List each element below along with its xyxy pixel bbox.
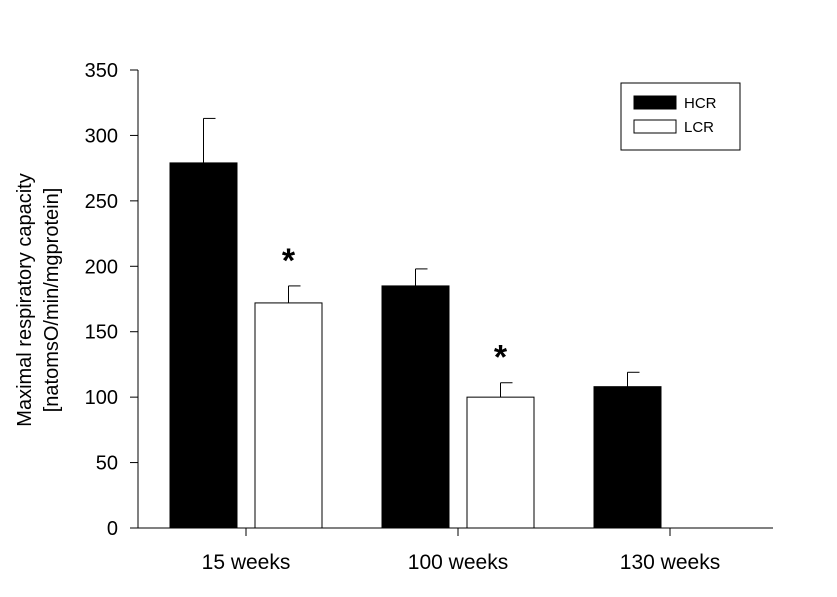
- y-tick-label: 250: [85, 191, 118, 213]
- legend-label-lcr: LCR: [684, 119, 714, 136]
- y-tick-label: 350: [85, 60, 118, 82]
- bar-lcr: [466, 396, 535, 529]
- bar-hcr: [169, 162, 238, 529]
- significance-marker: *: [282, 242, 296, 280]
- legend-swatch-lcr: [633, 119, 677, 134]
- legend-swatch-hcr: [633, 95, 677, 110]
- x-tick-label: 100 weeks: [408, 551, 508, 574]
- y-tick-label: 200: [85, 256, 118, 278]
- y-tick-label: 150: [85, 322, 118, 344]
- bar-lcr: [254, 302, 323, 529]
- plot-area: 0 50 100 150 200 250 300 350 15 weeks 100 weeks 13…: [85, 60, 773, 574]
- significance-marker: *: [494, 339, 508, 377]
- y-tick-label: 300: [85, 125, 118, 147]
- legend: HCR LCR: [620, 82, 741, 151]
- y-axis-title-line-1: Maximal respiratory capacity: [14, 173, 36, 426]
- legend-box: [620, 82, 741, 151]
- x-tick-label: 15 weeks: [202, 551, 291, 574]
- y-axis-title-line-2: [natomsO/min/mgprotein]: [41, 188, 63, 413]
- y-tick-label: 100: [85, 387, 118, 409]
- bar-hcr: [593, 386, 662, 529]
- y-tick-label: 0: [107, 518, 118, 540]
- y-tick-label: 50: [96, 453, 118, 475]
- legend-label-hcr: HCR: [684, 95, 717, 112]
- bar-hcr: [381, 285, 450, 529]
- y-axis-title: Maximal respiratory capacity [natomsO/mi…: [14, 173, 63, 426]
- x-tick-label: 130 weeks: [620, 551, 720, 574]
